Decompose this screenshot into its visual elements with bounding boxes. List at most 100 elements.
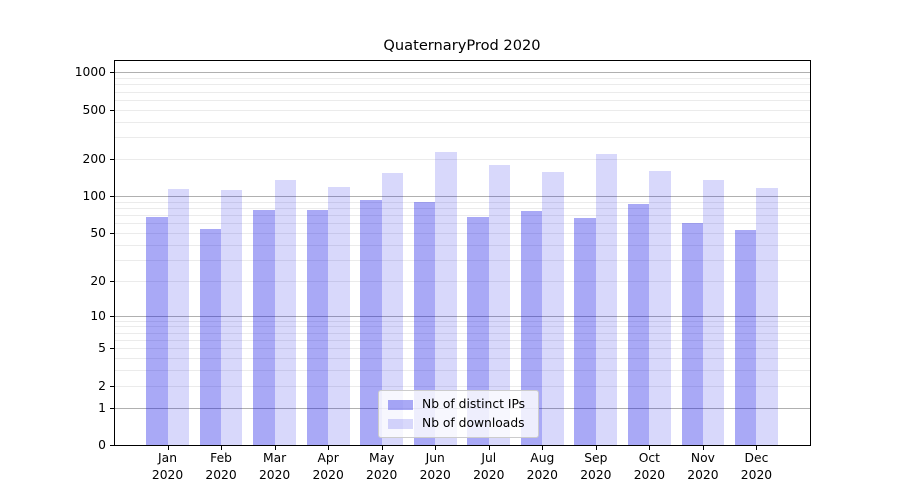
x-tick [328, 446, 330, 450]
y-tick-label: 20 [90, 273, 106, 288]
bar-ips-feb [199, 228, 222, 445]
y-tick [110, 445, 114, 446]
legend-label-downloads: Nb of downloads [422, 416, 525, 430]
y-tick-label: 0 [98, 438, 106, 452]
x-tick [702, 446, 704, 450]
gridline-minor [115, 358, 810, 360]
gridline-minor [115, 137, 810, 139]
y-tick [110, 158, 114, 160]
bar-ips-jan [146, 217, 168, 445]
bar-downloads-may [381, 172, 404, 445]
x-tick-label: Jan 2020 [151, 451, 184, 482]
bar-downloads-apr [328, 186, 350, 445]
y-tick-label: 50 [90, 225, 106, 240]
gridline-minor [115, 215, 810, 217]
y-tick [110, 280, 114, 282]
bar-ips-apr [306, 209, 329, 445]
x-tick [167, 446, 169, 450]
x-tick [595, 446, 597, 450]
gridline-minor [115, 84, 810, 86]
gridline-minor [115, 91, 810, 93]
x-tick [756, 446, 758, 450]
x-tick-label: Sep 2020 [580, 451, 612, 482]
legend-item-downloads: Nb of downloads [388, 415, 525, 432]
gridline-minor [115, 121, 810, 123]
bar-ips-aug [520, 211, 543, 445]
bar-ips-sep [574, 218, 596, 445]
bar-ips-jul [467, 216, 489, 445]
y-tick [110, 315, 114, 317]
gridline-minor [115, 326, 810, 328]
x-tick-label: Feb 2020 [205, 451, 237, 482]
gridline-minor [115, 201, 810, 203]
y-tick-label: 5 [98, 341, 106, 356]
bar-ips-mar [253, 209, 275, 445]
bar-downloads-jan [167, 188, 189, 445]
bar-downloads-mar [274, 180, 297, 445]
gridline-major [115, 196, 810, 198]
bar-ips-nov [681, 223, 703, 445]
bar-downloads-jun [435, 151, 457, 445]
legend-swatch-downloads [388, 418, 413, 429]
axis-spine-right [810, 60, 811, 446]
gridline-minor [115, 232, 810, 234]
y-tick-label: 500 [82, 102, 106, 117]
gridline-minor [115, 207, 810, 209]
chart-title: QuaternaryProd 2020 [383, 37, 541, 54]
x-tick [274, 446, 276, 450]
gridline-minor [115, 332, 810, 334]
x-tick-label: Oct 2020 [633, 451, 666, 482]
x-tick-label: Nov 2020 [687, 451, 719, 482]
x-tick [542, 446, 544, 450]
gridline-minor [115, 244, 810, 246]
y-tick [110, 196, 114, 198]
axis-spine-bottom [114, 445, 811, 446]
gridline-minor [115, 77, 810, 79]
x-tick-label: Apr 2020 [312, 451, 344, 482]
gridline-minor [115, 340, 810, 342]
gridline-minor [115, 259, 810, 261]
y-tick-label: 1 [98, 400, 106, 415]
gridline-minor [115, 99, 810, 101]
gridline-minor [115, 348, 810, 350]
x-tick-label: Mar 2020 [258, 451, 291, 482]
x-tick [649, 446, 651, 450]
bar-downloads-nov [702, 180, 725, 445]
y-tick-label: 200 [82, 151, 106, 166]
x-tick-label: Dec 2020 [740, 451, 773, 482]
bar-ips-may [360, 199, 382, 445]
bar-ips-oct [627, 204, 650, 445]
gridline-minor [115, 280, 810, 282]
bar-downloads-oct [649, 170, 671, 445]
bar-downloads-sep [595, 153, 618, 445]
bar-downloads-feb [221, 189, 243, 445]
y-tick [110, 348, 114, 350]
gridline-minor [115, 109, 810, 111]
gridline-minor [115, 320, 810, 322]
x-tick [488, 446, 490, 450]
legend-swatch-distinct-ips [388, 399, 413, 410]
bar-ips-jun [413, 202, 436, 445]
y-tick-label: 10 [90, 308, 106, 323]
gridline-major [115, 72, 810, 74]
x-tick-label: Jul 2020 [473, 451, 505, 482]
gridline-major [115, 315, 810, 317]
y-tick-label: 100 [82, 189, 106, 204]
y-tick [110, 232, 114, 234]
y-tick [110, 109, 114, 111]
bar-downloads-dec [756, 188, 778, 445]
x-tick [221, 446, 223, 450]
legend-label-distinct-ips: Nb of distinct IPs [422, 397, 526, 411]
gridline-minor [115, 223, 810, 225]
y-tick-label: 1000 [74, 65, 106, 80]
x-tick-label: Jun 2020 [419, 451, 451, 482]
gridline-minor [115, 385, 810, 387]
x-tick [435, 446, 437, 450]
axis-spine-left [114, 60, 115, 446]
legend: Nb of distinct IPs Nb of downloads [378, 390, 540, 438]
axis-spine-top [114, 60, 811, 61]
y-tick [110, 72, 114, 74]
y-tick [110, 385, 114, 387]
bar-ips-dec [735, 229, 757, 445]
